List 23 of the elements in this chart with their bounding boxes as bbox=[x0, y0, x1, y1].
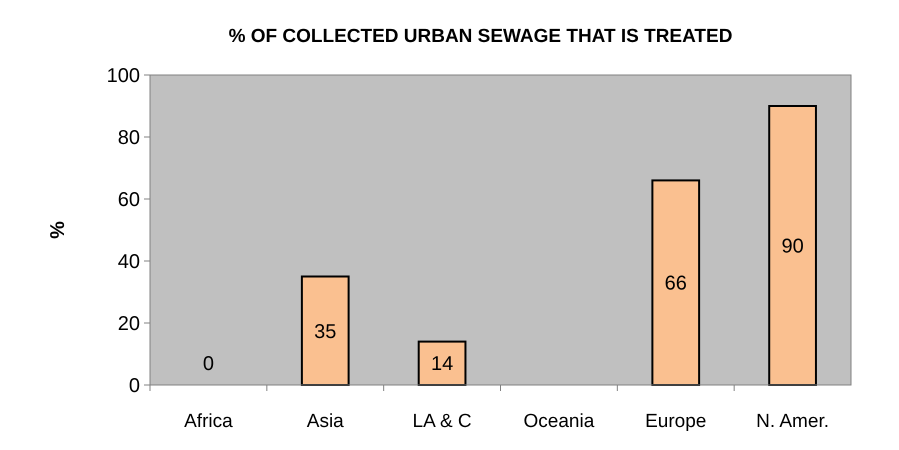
y-tick-label: 80 bbox=[118, 127, 140, 149]
y-tick-label: 40 bbox=[118, 251, 140, 273]
data-label: 66 bbox=[664, 272, 687, 295]
data-label: 0 bbox=[202, 353, 214, 375]
y-axis-title: % bbox=[47, 220, 69, 239]
chart-title: % OF COLLECTED URBAN SEWAGE THAT IS TREATED bbox=[228, 26, 732, 47]
bar bbox=[418, 340, 466, 386]
data-label: 90 bbox=[781, 236, 804, 258]
data-label: 14 bbox=[430, 353, 454, 375]
bar bbox=[768, 105, 817, 386]
x-tick-label: Africa bbox=[184, 411, 234, 432]
bar bbox=[651, 179, 700, 386]
y-tick-label: 60 bbox=[118, 189, 140, 211]
y-tick-label: 0 bbox=[128, 375, 140, 397]
x-tick-label: Oceania bbox=[524, 411, 595, 432]
y-tick-label: 20 bbox=[118, 313, 140, 335]
data-label: 35 bbox=[314, 320, 336, 343]
bar bbox=[300, 276, 350, 386]
x-tick-label: Asia bbox=[306, 411, 344, 432]
y-tick-label: 100 bbox=[106, 65, 140, 87]
x-tick-label: Europe bbox=[645, 411, 706, 432]
x-tick-label: N. Amer. bbox=[756, 411, 830, 432]
x-tick-label: LA & C bbox=[412, 411, 472, 432]
